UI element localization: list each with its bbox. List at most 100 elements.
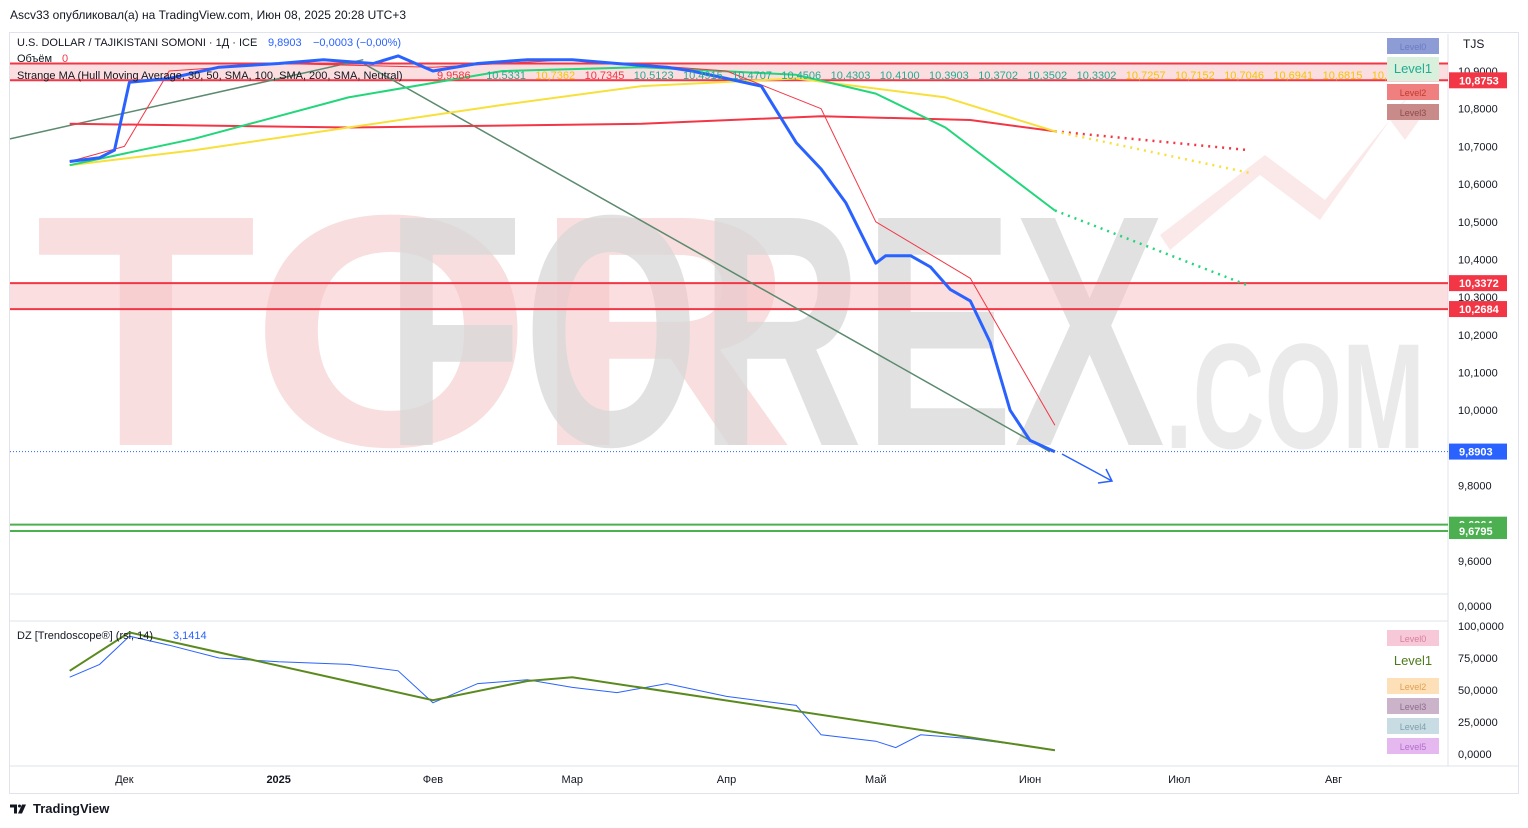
- price-tick-label: 10,7000: [1458, 141, 1498, 153]
- ma-value: 10,3702: [978, 70, 1018, 82]
- price-axis: 10,900010,800010,700010,600010,500010,40…: [1449, 37, 1507, 761]
- rsi-level-badge-text: Level5: [1400, 742, 1427, 752]
- rsi-level-badge: [1387, 738, 1439, 754]
- volume-tick-label: 0,0000: [1458, 601, 1492, 613]
- series-line: [69, 77, 1056, 167]
- time-tick-label: Апр: [717, 774, 736, 786]
- time-tick-label: Июл: [1168, 774, 1190, 786]
- rsi-label: DZ [Trendoscope®] (rsi, 14): [17, 630, 153, 642]
- rsi-level-badge-text: Level1: [1394, 653, 1432, 668]
- level-price-text: 10,8753: [1459, 75, 1499, 87]
- rsi-tick-label: 25,0000: [1458, 717, 1498, 729]
- ma-value: 10,7345: [585, 70, 625, 82]
- ma-value: 10,4303: [831, 70, 871, 82]
- rsi-level-badge-text: Level2: [1400, 682, 1427, 692]
- trend-line: [9, 58, 364, 140]
- rsi-level-badge-text: Level0: [1400, 634, 1427, 644]
- ma-value: 10,7257: [1126, 70, 1166, 82]
- rsi-tick-label: 75,0000: [1458, 653, 1498, 665]
- tradingview-brand[interactable]: TradingView: [10, 801, 109, 816]
- rsi-level-badge: [1387, 698, 1439, 714]
- watermark-forex: FOREX: [385, 146, 1166, 515]
- time-tick-label: 2025: [266, 774, 290, 786]
- level-price-badge: [1449, 275, 1507, 292]
- rsi-level-badge-text: Level4: [1400, 722, 1427, 732]
- ma-value: 10,5331: [486, 70, 526, 82]
- rsi-tick-label: 100,0000: [1458, 621, 1504, 633]
- ma-value: 10,4506: [781, 70, 821, 82]
- last-price-badge: [1449, 443, 1507, 460]
- rsi-level-badge: [1387, 630, 1439, 646]
- time-tick-label: Дек: [115, 774, 134, 786]
- ma-label: Strange MA (Hull Moving Average, 30, 50,…: [17, 70, 403, 82]
- symbol-change: −0,0003 (−0,00%): [313, 37, 401, 49]
- publish-info: Ascv33 опубликовал(а) на TradingView.com…: [10, 8, 407, 22]
- ma-value: 10,6941: [1273, 70, 1313, 82]
- ma-value: 10,3302: [1077, 70, 1117, 82]
- level-badge-text: Level1: [1394, 61, 1432, 76]
- price-tick-label: 10,6000: [1458, 179, 1498, 191]
- level-badge: [1387, 104, 1439, 120]
- ma-value: 10,4100: [880, 70, 920, 82]
- trend-line: [362, 62, 1051, 453]
- ma-value: 10,7152: [1175, 70, 1215, 82]
- ma-value: 10,6815: [1323, 70, 1363, 82]
- ma-value: 9,9586: [437, 70, 471, 82]
- currency-label: TJS: [1463, 37, 1484, 51]
- series-line: [69, 54, 1056, 454]
- time-axis: Дек 2025 Фев Мар Апр Май Июн Июл Авг: [115, 774, 1342, 786]
- rsi-level-badge-text: Level3: [1400, 702, 1427, 712]
- watermark-tor: TOR: [35, 146, 795, 515]
- level-badge: [1387, 84, 1439, 100]
- rsi-level-badge: [1387, 648, 1439, 674]
- rsi-tick-label: 50,0000: [1458, 685, 1498, 697]
- level-badges: Level0 Level1 Level2 Level3 Level0 Level1 Leve…: [1387, 38, 1439, 754]
- rsi-tick-label: 0,0000: [1458, 749, 1492, 761]
- watermark-com: .COM: [1165, 312, 1425, 480]
- grid: [10, 34, 1518, 767]
- price-tick-label: 9,6000: [1458, 556, 1492, 568]
- price-tick-label: 10,5000: [1458, 217, 1498, 229]
- time-tick-label: Май: [865, 774, 887, 786]
- ma-value: 10,4707: [732, 70, 772, 82]
- price-tick-label: 10,0000: [1458, 405, 1498, 417]
- level-badge: [1387, 57, 1439, 81]
- time-tick-label: Авг: [1325, 774, 1342, 786]
- level-badge: [1387, 38, 1439, 54]
- rsi-level-badge: [1387, 718, 1439, 734]
- rsi-line: [69, 635, 1055, 751]
- level-badge-text: Level0: [1400, 42, 1427, 52]
- time-tick-label: Июн: [1019, 774, 1041, 786]
- time-tick-label: Фев: [423, 774, 443, 786]
- resistance-zone: [10, 283, 1448, 310]
- price-tick-label: 9,8000: [1458, 481, 1492, 493]
- ma-value: 10,3502: [1027, 70, 1067, 82]
- rsi-panel: [69, 631, 1056, 752]
- level-badge-text: Level2: [1400, 88, 1427, 98]
- level-price-text: 9,6795: [1459, 526, 1493, 538]
- level-price-badge: [1449, 72, 1507, 89]
- price-tick-label: 10,8000: [1458, 104, 1498, 116]
- price-tick-label: 10,2000: [1458, 330, 1498, 342]
- ma-value: 10,4915: [683, 70, 723, 82]
- ma-value: 10,3903: [929, 70, 969, 82]
- price-tick-label: 10,1000: [1458, 368, 1498, 380]
- forecast-arrow: [1061, 453, 1114, 484]
- ma-value: 10,7362: [535, 70, 575, 82]
- last-price-text: 9,8903: [1459, 447, 1493, 459]
- projection-line: [1054, 130, 1250, 174]
- series-line: [69, 66, 1056, 212]
- ma-value: 10,5123: [634, 70, 674, 82]
- level-price-badge: [1449, 523, 1507, 540]
- level-price-text: 10,2684: [1459, 304, 1500, 316]
- series-line: [69, 115, 1056, 133]
- volume-label: Объём: [17, 53, 52, 65]
- symbol-value: 9,8903: [268, 37, 302, 49]
- tradingview-logo-icon: [10, 804, 26, 813]
- series-lines: [9, 54, 1250, 484]
- time-tick-label: Мар: [561, 774, 583, 786]
- symbol-title: U.S. DOLLAR / TAJIKISTANI SOMONI · 1Д · …: [17, 37, 257, 49]
- price-tick-label: 10,4000: [1458, 254, 1498, 266]
